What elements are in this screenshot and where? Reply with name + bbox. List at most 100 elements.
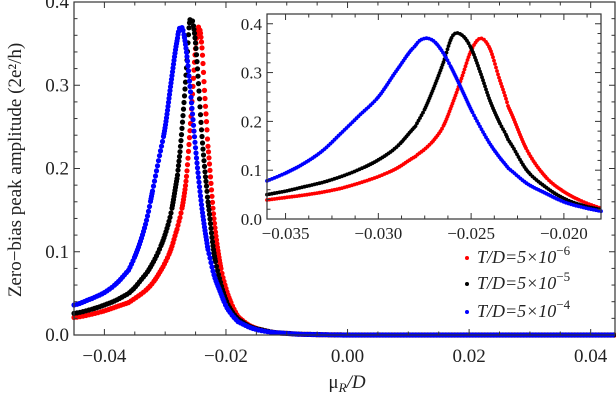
data-point bbox=[208, 187, 215, 193]
series-0-points bbox=[265, 36, 601, 210]
data-point bbox=[193, 45, 199, 52]
data-point bbox=[183, 178, 189, 184]
inset-axes: −0.035 −0.030 −0.025 −0.020 0.0 0.1 0.2 0.3 0.4 bbox=[241, 13, 602, 243]
y-tick-label: 0.1 bbox=[45, 242, 69, 263]
data-point bbox=[503, 93, 507, 98]
x-tick-label: 0.04 bbox=[574, 346, 608, 367]
data-point bbox=[466, 41, 471, 46]
data-point bbox=[209, 193, 215, 199]
data-point bbox=[175, 163, 182, 169]
data-point bbox=[188, 100, 195, 106]
data-point bbox=[493, 62, 497, 66]
data-point bbox=[184, 168, 190, 174]
data-point bbox=[197, 188, 203, 195]
y-tick-label: 0.0 bbox=[241, 210, 262, 229]
data-point bbox=[445, 47, 450, 52]
x-tick-label: −0.02 bbox=[204, 346, 248, 367]
data-point bbox=[193, 155, 200, 161]
data-point bbox=[174, 172, 181, 178]
data-point bbox=[208, 225, 214, 231]
data-point bbox=[459, 76, 464, 81]
data-point bbox=[185, 32, 192, 38]
data-point bbox=[150, 183, 157, 189]
data-point bbox=[210, 205, 216, 211]
data-point bbox=[196, 184, 203, 190]
data-point bbox=[167, 214, 173, 220]
data-point bbox=[191, 26, 197, 32]
data-point bbox=[482, 81, 486, 86]
data-point bbox=[183, 45, 189, 51]
data-point bbox=[200, 152, 207, 158]
data-point bbox=[213, 233, 219, 239]
inset-background bbox=[267, 14, 601, 219]
y-tick-label: 0.4 bbox=[241, 15, 263, 34]
data-point bbox=[198, 202, 205, 208]
data-point bbox=[165, 103, 171, 109]
data-point bbox=[168, 210, 174, 216]
data-point bbox=[196, 96, 203, 102]
data-point bbox=[212, 225, 218, 231]
data-point bbox=[145, 208, 152, 214]
data-point bbox=[192, 145, 199, 151]
data-point bbox=[447, 61, 451, 66]
data-point bbox=[207, 174, 214, 180]
data-point bbox=[175, 167, 181, 173]
data-point bbox=[441, 60, 446, 65]
data-point bbox=[490, 52, 494, 57]
data-point bbox=[191, 128, 197, 134]
data-point bbox=[182, 86, 188, 92]
data-point bbox=[176, 153, 183, 160]
data-point bbox=[208, 230, 215, 236]
data-point bbox=[186, 141, 192, 148]
data-point bbox=[464, 61, 469, 65]
data-point bbox=[202, 103, 209, 109]
data-point bbox=[203, 119, 210, 125]
data-point bbox=[180, 27, 186, 33]
data-point bbox=[169, 73, 175, 79]
data-point bbox=[472, 113, 476, 118]
data-point bbox=[445, 58, 450, 63]
data-point bbox=[182, 41, 189, 48]
inset-plot-points bbox=[265, 31, 603, 214]
data-point bbox=[495, 69, 499, 73]
data-point bbox=[200, 69, 207, 75]
data-point bbox=[194, 160, 200, 166]
data-point bbox=[209, 234, 215, 241]
data-point bbox=[190, 117, 196, 123]
data-point bbox=[181, 93, 188, 99]
data-point bbox=[210, 211, 217, 217]
data-point bbox=[177, 149, 183, 155]
data-point bbox=[197, 193, 204, 199]
data-point bbox=[194, 59, 200, 65]
data-point bbox=[198, 39, 205, 45]
data-point bbox=[194, 165, 201, 171]
x-tick-label: 0.00 bbox=[331, 346, 364, 367]
data-point bbox=[152, 173, 159, 179]
data-point bbox=[460, 73, 465, 78]
data-point bbox=[478, 124, 482, 129]
data-point bbox=[195, 81, 202, 87]
data-point bbox=[485, 90, 489, 95]
data-point bbox=[149, 188, 156, 194]
data-point bbox=[204, 136, 211, 142]
data-point bbox=[164, 107, 171, 113]
data-point bbox=[208, 260, 214, 266]
y-tick-label: 0.2 bbox=[241, 112, 262, 131]
data-point bbox=[213, 263, 220, 269]
data-point bbox=[206, 161, 213, 167]
data-point bbox=[194, 66, 201, 72]
data-point bbox=[213, 237, 220, 243]
data-point bbox=[178, 132, 185, 138]
data-point bbox=[475, 119, 479, 123]
legend-label: T/D=5×10−6 bbox=[477, 243, 571, 267]
data-point bbox=[198, 197, 204, 203]
data-point bbox=[524, 146, 528, 151]
data-point bbox=[204, 194, 211, 200]
data-point bbox=[500, 84, 504, 89]
data-point bbox=[484, 87, 488, 92]
x-tick-label: 0.02 bbox=[452, 346, 485, 367]
data-point bbox=[496, 72, 500, 77]
data-point bbox=[209, 199, 216, 205]
data-point bbox=[205, 199, 211, 205]
data-point bbox=[185, 148, 192, 154]
